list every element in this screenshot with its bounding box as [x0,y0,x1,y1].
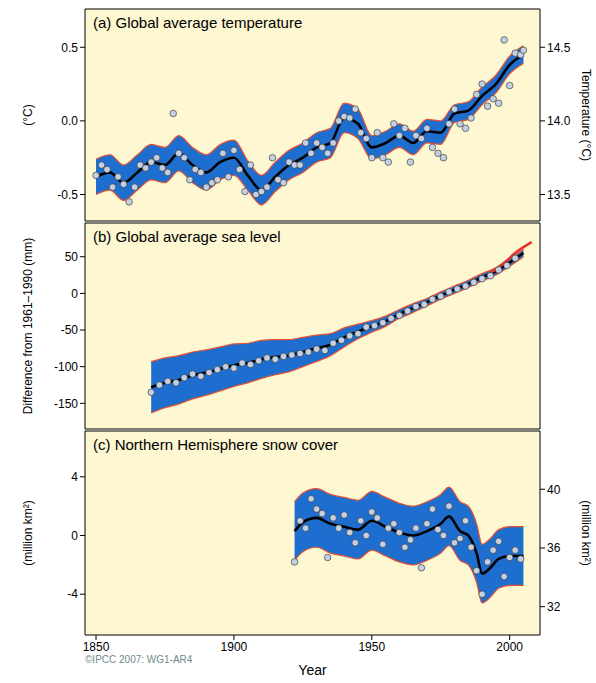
html-text:(a) Global average temperature: (a) Global average temperature [93,14,303,31]
svg-text:14.5: 14.5 [547,41,571,55]
svg-text:13.5: 13.5 [547,188,571,202]
svg-text:1950: 1950 [358,640,385,654]
svg-text:(°C): (°C) [21,104,35,125]
svg-text:0.5: 0.5 [61,41,78,55]
svg-text:0.0: 0.0 [61,114,78,128]
svg-text:-150: -150 [54,397,78,411]
svg-text:(million km²): (million km²) [579,500,593,565]
svg-text:4: 4 [71,470,78,484]
html-text:©IPCC 2007: WG1-AR4: ©IPCC 2007: WG1-AR4 [85,654,193,665]
svg-text:-50: -50 [61,323,79,337]
svg-text:1900: 1900 [221,640,248,654]
svg-text:14.0: 14.0 [547,114,571,128]
svg-text:Difference from 1961–1990 (mm): Difference from 1961–1990 (mm) [21,238,35,415]
svg-text:2000: 2000 [496,640,523,654]
svg-text:32: 32 [547,600,561,614]
svg-text:36: 36 [547,541,561,555]
svg-text:0: 0 [71,529,78,543]
svg-text:0: 0 [71,287,78,301]
svg-text:50: 50 [65,250,79,264]
svg-text:-100: -100 [54,360,78,374]
svg-text:(million km²): (million km²) [21,500,35,565]
svg-text:Year: Year [298,662,327,678]
svg-text:Temperature (°C): Temperature (°C) [579,69,593,161]
svg-text:40: 40 [547,483,561,497]
svg-text:-0.5: -0.5 [57,188,78,202]
html-text:(c) Northern Hemisphere snow c: (c) Northern Hemisphere snow cover [93,436,339,453]
svg-text:-4: -4 [67,587,78,601]
svg-text:1850: 1850 [83,640,110,654]
html-text:(b) Global average sea level: (b) Global average sea level [93,228,281,245]
